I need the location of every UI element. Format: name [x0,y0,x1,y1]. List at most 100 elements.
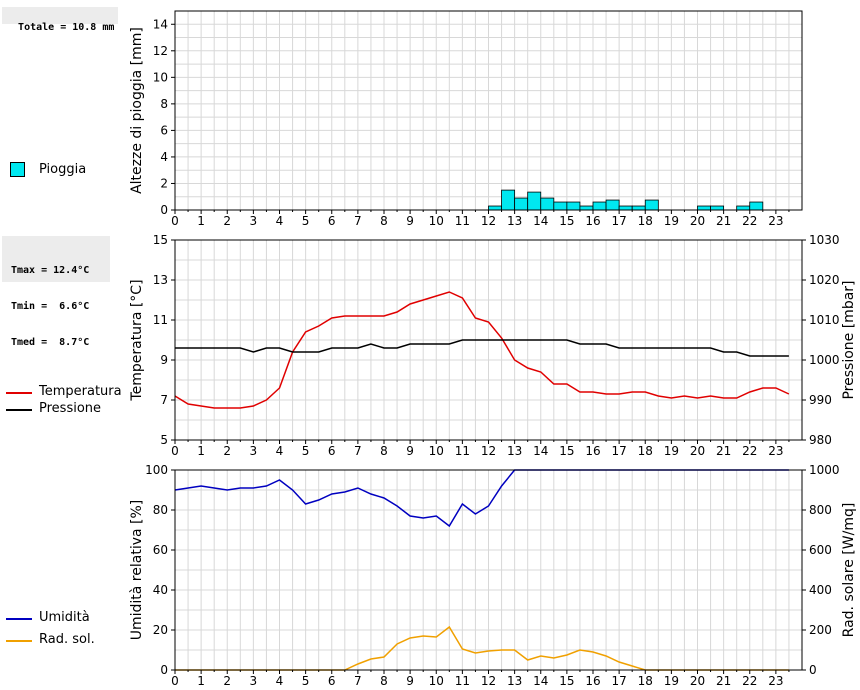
x-tick-label: 20 [690,444,705,458]
x-tick-label: 15 [559,674,574,688]
y-tick-label: 12 [153,44,168,58]
x-tick-label: 17 [611,674,626,688]
x-tick-label: 7 [354,444,362,458]
x-tick-label: 23 [768,674,783,688]
x-tick-label: 10 [429,214,444,228]
y2-axis-label: Rad. solare [W/mq] [841,503,857,638]
y2-tick-label: 800 [809,503,832,517]
x-tick-label: 17 [611,444,626,458]
y2-tick-label: 0 [809,663,817,677]
x-tick-label: 2 [223,444,231,458]
solar-line-icon [6,640,32,642]
legend-solar-label: Rad. sol. [39,632,95,647]
y2-tick-label: 990 [809,393,832,407]
x-tick-label: 12 [481,444,496,458]
x-tick-label: 4 [276,674,284,688]
x-tick-label: 21 [716,444,731,458]
x-tick-label: 14 [533,444,548,458]
y-tick-label: 4 [160,150,168,164]
x-tick-label: 22 [742,674,757,688]
chart-panel-3: 0 1 2 3 4 5 6 7 8 9 10 11 12 13 14 15 16 17 18 19 20 21 22 2302… [129,463,857,688]
x-tick-label: 0 [171,674,179,688]
x-tick-label: 9 [406,674,414,688]
y-tick-label: 10 [153,70,168,84]
x-tick-label: 15 [559,214,574,228]
rain-bar [749,201,764,211]
x-tick-label: 15 [559,444,574,458]
y-tick-label: 80 [153,503,168,517]
y-tick-label: 60 [153,543,168,557]
legend-temperature-label: Temperatura [39,384,122,399]
chart-panel-1: 0 1 2 3 4 5 6 7 8 9 10 11 12 13 14 15 16 17 18 19 20 21 22 2302… [129,10,803,228]
x-tick-label: 13 [507,444,522,458]
x-tick-label: 19 [664,214,679,228]
rain-bar [697,205,711,211]
x-tick-label: 5 [302,444,310,458]
y2-tick-label: 1030 [809,233,840,247]
x-tick-label: 18 [638,214,653,228]
x-tick-label: 6 [328,444,336,458]
x-tick-label: 18 [638,444,653,458]
y2-tick-label: 1000 [809,353,840,367]
rain-bar [618,205,633,211]
legend-humidity-label: Umidità [39,610,90,625]
y-tick-label: 40 [153,583,168,597]
y-axis-label: Umidità relativa [%] [129,500,145,641]
x-tick-label: 10 [429,444,444,458]
x-tick-label: 11 [455,674,470,688]
y-tick-label: 13 [153,273,168,287]
rain-bar [631,205,646,211]
y-tick-label: 14 [153,17,168,31]
y-tick-label: 15 [153,233,168,247]
y-tick-label: 8 [160,97,168,111]
x-tick-label: 19 [664,674,679,688]
total-rain-box: Totale = 10.8 mm [2,7,118,33]
x-tick-label: 1 [197,444,205,458]
x-tick-label: 12 [481,214,496,228]
temperature-stats-box: Tmax = 12.4°C Tmin = 6.6°C Tmed = 8.7°C [2,236,110,348]
x-tick-label: 3 [250,214,258,228]
x-tick-label: 4 [276,444,284,458]
temperature-line-icon [6,392,32,394]
rain-bar [527,191,542,211]
y-tick-label: 5 [160,433,168,447]
x-tick-label: 16 [585,214,600,228]
tmed-text: Tmed = 8.7°C [11,337,90,348]
rain-bar [644,199,659,211]
x-tick-label: 1 [197,674,205,688]
x-tick-label: 11 [455,444,470,458]
rain-bar [566,201,581,211]
x-tick-label: 23 [768,214,783,228]
x-tick-label: 6 [328,214,336,228]
x-tick-label: 14 [533,214,548,228]
x-tick-label: 16 [585,444,600,458]
x-tick-label: 20 [690,214,705,228]
y-axis-label: Temperatura [°C] [129,279,145,401]
rain-bar [501,189,516,211]
x-tick-label: 5 [302,674,310,688]
x-tick-label: 10 [429,674,444,688]
x-tick-label: 9 [406,214,414,228]
rain-bar [540,197,555,211]
x-tick-label: 1 [197,214,205,228]
y-tick-label: 9 [160,353,168,367]
pressure-line-icon [6,409,32,411]
x-tick-label: 4 [276,214,284,228]
y2-tick-label: 1010 [809,313,840,327]
rain-bar [579,205,594,211]
x-tick-label: 3 [250,444,258,458]
y-tick-label: 7 [160,393,168,407]
y-tick-label: 11 [153,313,168,327]
y2-tick-label: 1020 [809,273,840,287]
y2-tick-label: 980 [809,433,832,447]
legend-rain-label: Pioggia [39,162,87,177]
rain-bar [592,201,607,211]
x-tick-label: 23 [768,444,783,458]
x-tick-label: 22 [742,444,757,458]
rain-bar [553,201,568,211]
rain-bar [488,205,502,211]
humidity-line-icon [6,618,32,620]
x-tick-label: 13 [507,674,522,688]
y-tick-label: 6 [160,123,168,137]
